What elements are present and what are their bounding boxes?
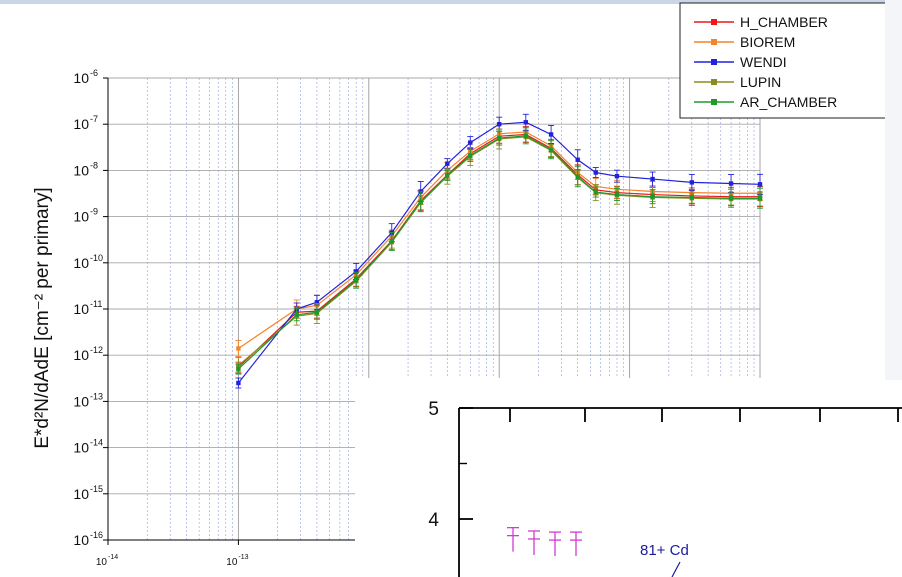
data-point: [236, 380, 241, 386]
main-chart-series: [235, 113, 763, 389]
y-axis-label: E*d²N/dAdE [cm⁻² per primary]: [32, 187, 53, 448]
data-point: [728, 196, 734, 201]
data-point: [728, 181, 734, 186]
data-point: [757, 196, 763, 201]
legend-label: LUPIN: [740, 74, 781, 90]
data-point: [575, 157, 580, 162]
legend: H_CHAMBER BIOREM WENDI LUPIN AR_CHAMBER: [679, 2, 893, 119]
scroll-gutter: [885, 0, 902, 380]
legend-label: H_CHAMBER: [740, 14, 828, 30]
legend-swatch-marker: [711, 59, 717, 65]
data-point: [418, 199, 423, 204]
y-tick-label: 10: [73, 486, 89, 502]
data-point: [523, 133, 529, 139]
data-point: [548, 147, 554, 152]
y-tick-exponent: -9: [90, 207, 98, 217]
data-point: [650, 194, 655, 199]
series-line: [238, 131, 760, 349]
data-point: [757, 182, 763, 187]
data-point: [575, 174, 580, 179]
data-point: [523, 120, 529, 125]
data-point: [614, 173, 620, 179]
x-tick-exponent: -13: [238, 554, 248, 561]
y-tick-label: 10: [73, 70, 89, 86]
y-tick-exponent: -10: [90, 253, 103, 263]
series-line: [237, 133, 760, 368]
inset-y-tick-label: 5: [428, 399, 439, 420]
data-point: [236, 346, 241, 351]
data-point: [593, 170, 598, 175]
y-tick-exponent: -14: [90, 438, 103, 448]
y-tick-label: 10: [73, 301, 89, 317]
legend-swatch-marker: [711, 39, 717, 45]
y-tick-label: 10: [73, 209, 89, 225]
legend-swatch-marker: [711, 99, 717, 105]
data-point: [497, 135, 502, 141]
data-point: [314, 310, 320, 315]
series-ar-chamber: [235, 127, 763, 375]
y-tick-label: 10: [73, 393, 89, 409]
inset-annotation: 81+ Cd: [640, 542, 689, 559]
series-line: [238, 136, 760, 366]
data-point: [314, 300, 320, 305]
legend-swatch-marker: [711, 19, 717, 25]
y-tick-label: 10: [73, 162, 89, 178]
series-line: [237, 121, 761, 384]
data-point: [236, 366, 241, 372]
y-tick-label: 10: [73, 116, 89, 132]
inset-panel: [355, 378, 902, 577]
y-tick-exponent: -7: [90, 114, 98, 124]
y-tick-label: 10: [73, 440, 89, 456]
x-tick-label: 10: [96, 557, 108, 568]
data-point: [389, 239, 394, 244]
data-point: [650, 176, 655, 182]
data-point: [614, 192, 620, 197]
window-top-strip: [0, 0, 902, 4]
series-line: [237, 135, 760, 370]
data-point: [445, 173, 450, 178]
y-tick-exponent: -11: [90, 299, 102, 309]
data-point: [497, 122, 502, 127]
data-point: [689, 180, 695, 185]
inset-y-tick-label: 4: [428, 510, 439, 531]
legend-label: WENDI: [740, 54, 787, 70]
x-tick-exponent: -14: [108, 554, 118, 561]
data-point: [593, 189, 598, 195]
y-tick-label: 10: [73, 532, 89, 548]
data-point: [294, 312, 299, 317]
legend-label: BIOREM: [740, 34, 795, 50]
x-tick-label: 10: [226, 557, 238, 568]
data-point: [468, 140, 473, 145]
y-tick-exponent: -15: [90, 484, 103, 494]
data-point: [689, 195, 695, 200]
data-point: [353, 269, 359, 274]
y-tick-exponent: -6: [90, 68, 98, 78]
legend-label: AR_CHAMBER: [740, 94, 837, 110]
y-tick-exponent: -12: [90, 345, 103, 355]
data-point: [468, 153, 473, 158]
y-tick-label: 10: [73, 255, 89, 271]
y-tick-exponent: -16: [90, 530, 103, 540]
data-point: [548, 132, 554, 137]
y-tick-exponent: -13: [90, 391, 103, 401]
data-point: [353, 278, 359, 283]
data-point: [445, 161, 450, 166]
legend-swatch-marker: [711, 79, 717, 85]
y-tick-label: 10: [73, 347, 89, 363]
inset-chart: 5 4 81+ Cd: [355, 0, 902, 577]
y-tick-exponent: -8: [90, 160, 98, 170]
annotation-pointer: [671, 561, 681, 577]
